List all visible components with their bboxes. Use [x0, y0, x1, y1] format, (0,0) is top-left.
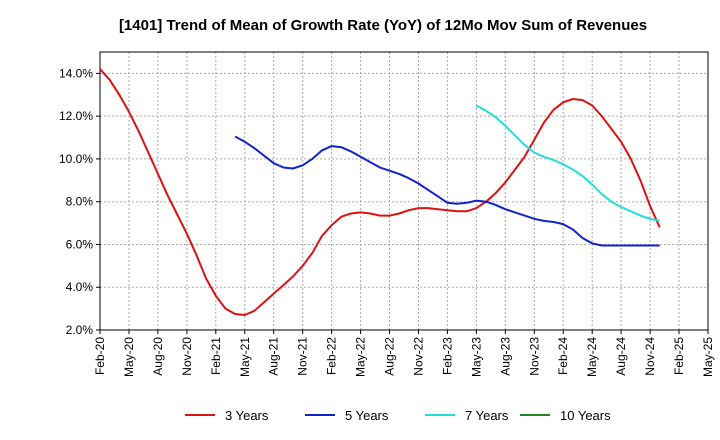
x-tick-label: Nov-22 — [411, 337, 425, 376]
series-line-5-years — [234, 135, 660, 247]
x-tick-label: Nov-23 — [527, 337, 541, 376]
x-tick-label: Nov-24 — [643, 337, 657, 376]
x-tick-label: Aug-22 — [383, 337, 397, 376]
x-tick-label: Nov-20 — [180, 337, 194, 376]
x-tick-label: May-23 — [469, 337, 483, 377]
x-tick-label: Aug-20 — [151, 337, 165, 376]
x-tick-label: Aug-24 — [614, 337, 628, 376]
legend-label-10-years: 10 Years — [560, 408, 611, 423]
x-tick-label: May-25 — [701, 337, 715, 377]
x-tick-label: May-24 — [585, 337, 599, 377]
x-tick-label: May-21 — [238, 337, 252, 377]
series-line-7-years — [475, 104, 660, 222]
x-tick-label: Feb-25 — [672, 337, 686, 375]
x-tick-label: Aug-21 — [267, 337, 281, 376]
y-axis: 2.0% 4.0% 6.0% 8.0% 10.0% 12.0% 14.0% — [59, 66, 100, 337]
y-tick-label: 10.0% — [59, 152, 93, 166]
y-tick-label: 12.0% — [59, 109, 93, 123]
x-tick-label: Feb-24 — [556, 337, 570, 375]
plot-area — [99, 51, 709, 331]
series-lines — [99, 68, 661, 316]
y-tick-label: 8.0% — [66, 195, 94, 209]
x-tick-label: Aug-23 — [498, 337, 512, 376]
x-axis: Feb-20 May-20 Aug-20 Nov-20 Feb-21 May-21 Aug-… — [93, 330, 715, 377]
chart-title: [1401] Trend of Mean of Growth Rate (YoY… — [119, 17, 647, 34]
series-line-3-years — [99, 68, 661, 316]
y-tick-label: 2.0% — [66, 323, 94, 337]
x-tick-label: May-20 — [122, 337, 136, 377]
y-tick-label: 4.0% — [66, 280, 94, 294]
legend-label-7-years: 7 Years — [465, 408, 509, 423]
grid-lines — [100, 52, 708, 331]
y-tick-label: 14.0% — [59, 66, 93, 80]
x-tick-label: Nov-21 — [296, 337, 310, 376]
x-tick-label: Feb-23 — [440, 337, 454, 375]
x-tick-label: May-22 — [354, 337, 368, 377]
x-tick-label: Feb-20 — [93, 337, 107, 375]
x-tick-label: Feb-22 — [325, 337, 339, 375]
legend: 3 Years 5 Years 7 Years 10 Years — [185, 408, 611, 423]
legend-label-3-years: 3 Years — [225, 408, 269, 423]
y-tick-label: 6.0% — [66, 237, 94, 251]
x-tick-label: Feb-21 — [209, 337, 223, 375]
legend-label-5-years: 5 Years — [345, 408, 389, 423]
